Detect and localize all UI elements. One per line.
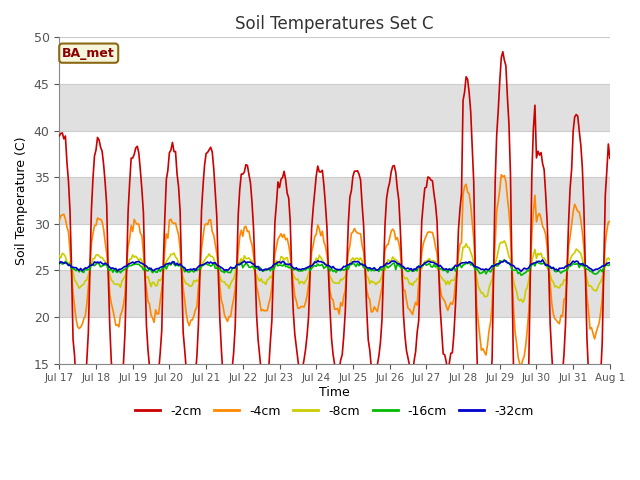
-8cm [56, 253, 63, 259]
-16cm [500, 257, 508, 263]
-2cm [606, 156, 614, 161]
Legend: -2cm, -4cm, -8cm, -16cm, -32cm: -2cm, -4cm, -8cm, -16cm, -32cm [131, 400, 539, 423]
-4cm [56, 218, 63, 224]
-2cm [542, 191, 550, 196]
-16cm [158, 266, 166, 272]
-4cm [517, 363, 525, 369]
Line: -32cm: -32cm [60, 260, 610, 271]
-4cm [387, 228, 395, 234]
-8cm [399, 273, 407, 279]
-32cm [56, 260, 63, 266]
-16cm [387, 263, 395, 268]
-4cm [399, 287, 407, 293]
Bar [60, 177, 610, 224]
-16cm [542, 262, 550, 267]
Line: -16cm: -16cm [60, 260, 610, 275]
Line: -2cm: -2cm [60, 52, 610, 480]
-16cm [606, 262, 614, 267]
Bar [60, 224, 610, 270]
-32cm [542, 263, 550, 268]
-2cm [71, 353, 79, 359]
Bar [60, 131, 610, 177]
-32cm [399, 264, 407, 269]
-16cm [399, 265, 407, 271]
-2cm [158, 328, 166, 334]
-2cm [399, 311, 407, 317]
-2cm [56, 133, 63, 139]
-4cm [606, 218, 614, 224]
-8cm [387, 258, 395, 264]
-16cm [369, 267, 377, 273]
-4cm [71, 302, 79, 308]
X-axis label: Time: Time [319, 386, 350, 399]
-32cm [158, 264, 166, 270]
-32cm [517, 268, 525, 274]
-8cm [71, 277, 79, 283]
-32cm [606, 260, 614, 265]
Line: -4cm: -4cm [60, 175, 610, 366]
Bar [60, 84, 610, 131]
-2cm [387, 169, 395, 175]
-8cm [158, 276, 166, 281]
-16cm [71, 266, 79, 272]
Text: BA_met: BA_met [62, 47, 115, 60]
Bar [60, 270, 610, 317]
-8cm [606, 257, 614, 263]
Bar [60, 37, 610, 84]
Title: Soil Temperatures Set C: Soil Temperatures Set C [236, 15, 434, 33]
Bar [60, 317, 610, 364]
Line: -8cm: -8cm [60, 241, 610, 302]
-4cm [542, 231, 550, 237]
-2cm [369, 363, 377, 369]
-16cm [56, 261, 63, 266]
-16cm [517, 272, 525, 278]
-4cm [158, 287, 166, 292]
-4cm [369, 309, 377, 314]
-8cm [519, 300, 527, 305]
-8cm [542, 258, 550, 264]
-32cm [71, 265, 79, 271]
-2cm [499, 49, 507, 55]
-32cm [387, 259, 395, 264]
-32cm [369, 266, 377, 272]
-8cm [369, 279, 377, 285]
-32cm [539, 257, 547, 263]
Y-axis label: Soil Temperature (C): Soil Temperature (C) [15, 136, 28, 265]
-4cm [497, 172, 505, 178]
-8cm [500, 238, 508, 244]
